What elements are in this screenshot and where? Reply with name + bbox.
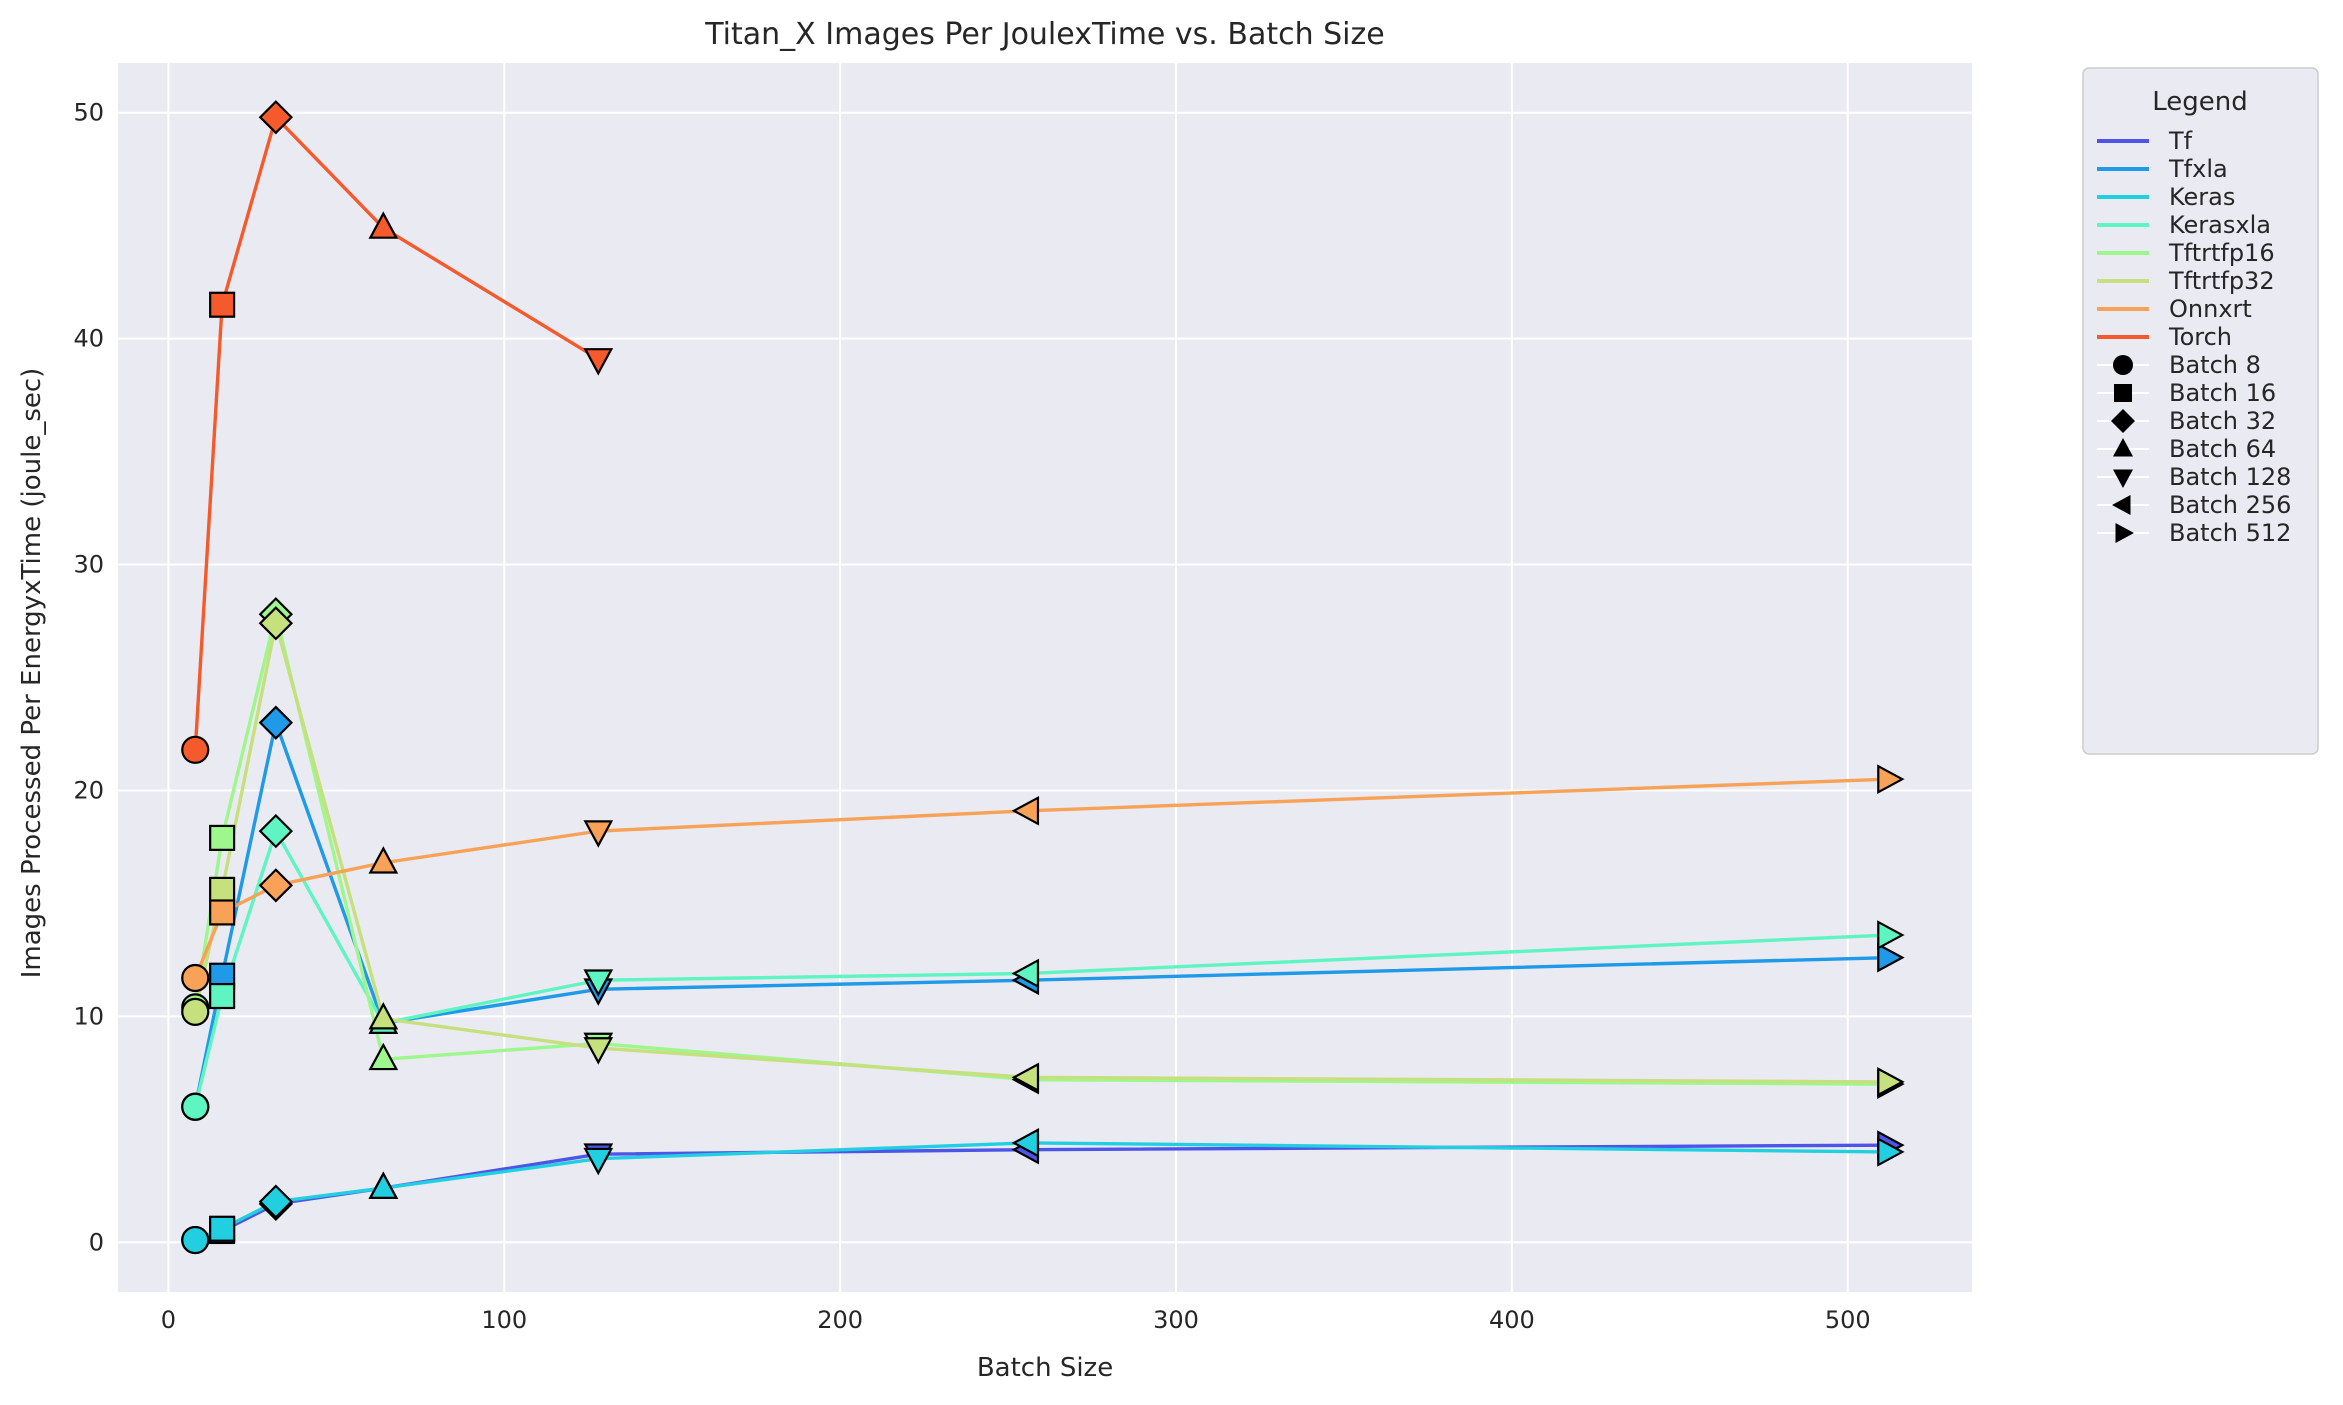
data-point-tftrtfp32-batch-256 [1011,1062,1040,1093]
legend-marker-batch-16 [2114,384,2132,402]
legend-label-batch-256: Batch 256 [2169,491,2291,519]
data-point-torch-batch-128 [583,348,614,376]
legend-label-kerasxla: Kerasxla [2169,211,2271,239]
x-tick-label: 500 [1825,1306,1871,1334]
y-tick-label: 30 [73,551,104,579]
legend-title: Legend [2152,87,2248,117]
data-point-kerasxla-batch-16 [209,982,236,1010]
data-point-kerasxla-batch-512 [1877,920,1905,950]
legend-marker-batch-512 [2115,523,2134,543]
legend-box [2082,67,2319,755]
y-tick-label: 0 [89,1228,104,1256]
x-tick-label: 200 [817,1306,863,1334]
data-point-tfxla-batch-32 [258,705,294,740]
legend-label-batch-128: Batch 128 [2169,463,2291,491]
x-tick-label: 100 [481,1306,527,1334]
y-tick-label: 10 [73,1002,104,1030]
plot-background [118,63,1972,1292]
data-point-torch-batch-64 [368,211,399,239]
data-point-tftrtfp32-batch-8 [181,997,210,1026]
legend-label-onnxrt: Onnxrt [2169,295,2252,323]
legend: Legend TfTfxlaKerasKerasxlaTftrtfp16Tftr… [2082,67,2319,755]
data-point-keras-batch-8 [181,1225,210,1255]
y-axis-label: Images Processed Per EnergyxTime (joule_… [17,368,47,979]
data-point-kerasxla-batch-256 [1011,958,1040,989]
legend-marker-batch-128 [2113,469,2133,488]
data-point-onnxrt-batch-16 [209,899,236,926]
data-point-kerasxla-batch-128 [583,969,614,997]
data-point-onnxrt-batch-64 [368,846,399,874]
legend-marker-batch-256 [2112,495,2131,515]
data-point-tftrtfp32-batch-128 [583,1037,614,1065]
x-tick-label: 300 [1153,1306,1199,1334]
data-point-keras-batch-16 [209,1215,236,1242]
data-point-tfxla-batch-512 [1877,942,1905,973]
legend-label-batch-8: Batch 8 [2169,351,2261,379]
data-point-tftrtfp32-batch-16 [209,876,236,903]
legend-label-batch-32: Batch 32 [2169,407,2276,435]
legend-label-tfxla: Tfxla [2168,155,2228,183]
data-point-torch-batch-32 [258,100,294,135]
legend-label-batch-64: Batch 64 [2169,435,2276,463]
legend-label-tftrtfp32: Tftrtfp32 [2168,267,2275,295]
data-point-onnxrt-batch-256 [1011,795,1040,826]
legend-marker-batch-64 [2113,438,2133,457]
data-point-kerasxla-batch-8 [181,1092,210,1121]
data-point-onnxrt-batch-128 [583,820,614,848]
data-point-kerasxla-batch-32 [258,813,294,849]
data-point-keras-batch-128 [583,1147,614,1176]
legend-label-batch-512: Batch 512 [2169,519,2291,547]
legend-label-tf: Tf [2168,127,2193,155]
x-axis-label: Batch Size [977,1353,1113,1383]
data-point-onnxrt-batch-32 [258,868,294,903]
series-markers [181,100,1905,1255]
x-tick-label: 0 [161,1306,176,1334]
legend-label-torch: Torch [2168,323,2232,351]
data-point-tftrtfp16-batch-64 [368,1042,399,1071]
data-point-keras-batch-32 [258,1184,294,1219]
data-point-onnxrt-batch-512 [1877,764,1905,795]
axis-ticks: 0 100 200 300 400 500 0 10 20 30 40 50 [73,99,1870,1334]
data-point-keras-batch-256 [1011,1128,1040,1158]
data-point-torch-batch-8 [181,735,210,764]
legend-label-keras: Keras [2169,183,2235,211]
x-tick-label: 400 [1489,1306,1535,1334]
legend-label-batch-16: Batch 16 [2169,379,2276,407]
legend-marker-batch-32 [2111,409,2135,433]
data-point-tftrtfp32-batch-64 [368,1002,399,1030]
data-point-torch-batch-16 [209,291,236,318]
data-point-keras-batch-64 [368,1171,399,1199]
y-tick-label: 20 [73,776,104,804]
legend-marker-batch-8 [2113,355,2133,375]
y-tick-label: 40 [73,325,104,353]
data-point-tftrtfp32-batch-512 [1877,1067,1905,1097]
data-point-tftrtfp32-batch-32 [258,606,294,641]
data-point-tftrtfp16-batch-16 [209,824,236,851]
y-tick-label: 50 [73,99,104,127]
legend-label-tftrtfp16: Tftrtfp16 [2168,239,2275,267]
data-point-onnxrt-batch-8 [181,963,210,993]
chart-title: Titan_X Images Per JoulexTime vs. Batch … [704,17,1384,52]
data-point-keras-batch-512 [1877,1137,1905,1167]
